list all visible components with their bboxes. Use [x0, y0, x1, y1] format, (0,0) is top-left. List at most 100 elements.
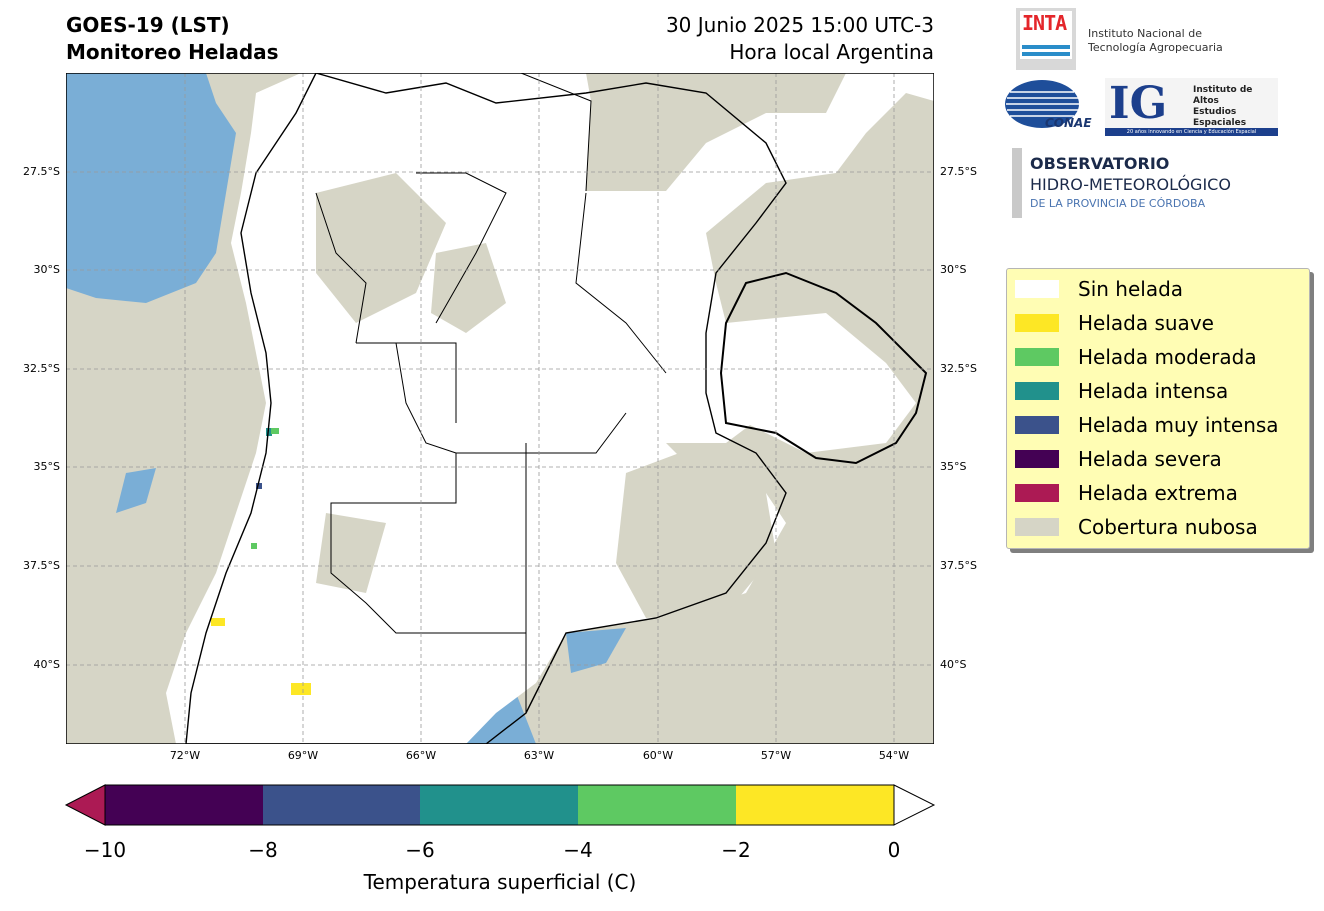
- colorbar-tick: −2: [721, 838, 751, 862]
- colorbar-tick: −4: [563, 838, 593, 862]
- argentina-border: [185, 73, 787, 744]
- legend-label: Helada extrema: [1078, 481, 1238, 505]
- legend-swatch: [1015, 518, 1059, 536]
- lat-label: 30°S: [940, 263, 967, 276]
- legend-swatch: [1015, 416, 1059, 434]
- inta-name-line: Instituto Nacional de: [1088, 27, 1202, 40]
- uruguay-border: [719, 271, 928, 465]
- colorbar-no-frost-triangle: [893, 784, 936, 826]
- lat-label: 27.5°S: [23, 165, 60, 178]
- legend-item: Helada intensa: [1015, 377, 1228, 405]
- lon-label: 69°W: [287, 749, 319, 762]
- legend-label: Helada severa: [1078, 447, 1222, 471]
- inta-name: Instituto Nacional de Tecnología Agropec…: [1088, 27, 1223, 55]
- colorbar-tick: −10: [83, 838, 127, 862]
- inta-logo-stripe: [1022, 45, 1070, 49]
- timezone-line: Hora local Argentina: [729, 40, 934, 64]
- pacific-clear-sky: [66, 73, 236, 303]
- conae-logo-icon: [1005, 80, 1079, 128]
- cloud-patch-southwest: [316, 513, 386, 593]
- colorbar-tick: 0: [887, 838, 901, 862]
- lon-label: 60°W: [642, 749, 674, 762]
- legend-label: Helada suave: [1078, 311, 1214, 335]
- lat-label: 37.5°S: [940, 559, 977, 572]
- legend-swatch: [1015, 280, 1059, 298]
- legend-item: Helada severa: [1015, 445, 1222, 473]
- legend-item: Helada muy intensa: [1015, 411, 1279, 439]
- title-line-product: Monitoreo Heladas: [66, 40, 279, 64]
- frost-legend: Sin helada Helada suave Helada moderada …: [1006, 268, 1310, 549]
- province-borders: [315, 73, 667, 713]
- colorbar-extreme-triangle: [64, 784, 106, 826]
- lat-label: 35°S: [940, 460, 967, 473]
- lon-label: 57°W: [760, 749, 792, 762]
- legend-label: Helada moderada: [1078, 345, 1257, 369]
- lon-label: 66°W: [405, 749, 437, 762]
- legend-item: Helada moderada: [1015, 343, 1257, 371]
- conae-logo-text: CONAE: [1045, 116, 1092, 130]
- cloud-patch-pampa: [616, 443, 776, 618]
- legend-swatch: [1015, 450, 1059, 468]
- ig-logo-footer: 20 años innovando en Ciencia y Educación…: [1105, 128, 1278, 136]
- lon-label: 72°W: [169, 749, 201, 762]
- cloud-patch-north: [316, 173, 446, 323]
- inta-logo-stripe: [1022, 52, 1070, 56]
- frost-moderate-spot: [271, 428, 279, 434]
- legend-swatch: [1015, 484, 1059, 502]
- observatorio-logo-bar: [1012, 148, 1022, 218]
- observatorio-logo-province: DE LA PROVINCIA DE CÓRDOBA: [1030, 197, 1206, 210]
- inta-logo: INTA: [1016, 8, 1076, 70]
- legend-item: Helada extrema: [1015, 479, 1238, 507]
- frost-very-intense-spot: [256, 483, 262, 489]
- ig-logo-line: Instituto de Altos: [1193, 85, 1253, 106]
- map-date: 30 Junio 2025 15:00 UTC-3 Hora local Arg…: [560, 12, 934, 66]
- colorbar-segment-intense: [420, 785, 578, 825]
- map-title: GOES-19 (LST) Monitoreo Heladas: [66, 12, 279, 66]
- lat-label: 40°S: [940, 658, 967, 671]
- legend-item: Helada suave: [1015, 309, 1214, 337]
- lat-label: 40°S: [33, 658, 60, 671]
- legend-label: Helada intensa: [1078, 379, 1229, 403]
- colorbar-segment-mild: [736, 785, 894, 825]
- lat-label: 35°S: [33, 460, 60, 473]
- colorbar-title: Temperatura superficial (C): [363, 870, 637, 894]
- colorbar: [64, 784, 936, 826]
- cloud-patch-uruguay: [726, 313, 916, 453]
- colorbar-tick: −6: [405, 838, 435, 862]
- atlantic-clear-sky-2: [566, 628, 626, 673]
- legend-item: Sin helada: [1015, 275, 1183, 303]
- ig-logo-line: Estudios Espaciales: [1193, 107, 1247, 128]
- inta-logo-word: INTA: [1022, 11, 1067, 35]
- legend-label: Cobertura nubosa: [1078, 515, 1258, 539]
- ig-logo: IG Instituto de Altos Estudios Espaciale…: [1105, 78, 1278, 139]
- colorbar-segment-moderate: [578, 785, 736, 825]
- legend-label: Sin helada: [1078, 277, 1184, 301]
- map-gridlines: [66, 73, 934, 744]
- lat-label: 32.5°S: [940, 362, 977, 375]
- cloud-patch-center: [431, 243, 506, 333]
- legend-label: Helada muy intensa: [1078, 413, 1279, 437]
- colorbar-segment-severe: [105, 785, 263, 825]
- lon-label: 63°W: [523, 749, 555, 762]
- lat-label: 30°S: [33, 263, 60, 276]
- observatorio-logo-subtitle: HIDRO-METEOROLÓGICO: [1030, 175, 1231, 194]
- ig-logo-letters: IG: [1109, 78, 1168, 129]
- colorbar-segment-very-intense: [263, 785, 420, 825]
- legend-swatch: [1015, 314, 1059, 332]
- lat-label: 27.5°S: [940, 165, 977, 178]
- legend-item: Cobertura nubosa: [1015, 513, 1258, 541]
- colorbar-frame: [104, 784, 895, 826]
- frost-mild-spot: [291, 683, 311, 695]
- colorbar-tick: −8: [248, 838, 278, 862]
- frost-intense-spot: [266, 428, 272, 436]
- lat-label: 37.5°S: [23, 559, 60, 572]
- frost-map: [66, 73, 934, 744]
- frost-mild-spot: [211, 618, 225, 626]
- pacific-clear-sky-2: [116, 468, 156, 513]
- legend-swatch: [1015, 348, 1059, 366]
- observatorio-logo-title: OBSERVATORIO: [1030, 154, 1170, 173]
- lon-label: 54°W: [878, 749, 910, 762]
- title-line-satellite: GOES-19 (LST): [66, 13, 230, 37]
- lat-label: 32.5°S: [23, 362, 60, 375]
- legend-swatch: [1015, 382, 1059, 400]
